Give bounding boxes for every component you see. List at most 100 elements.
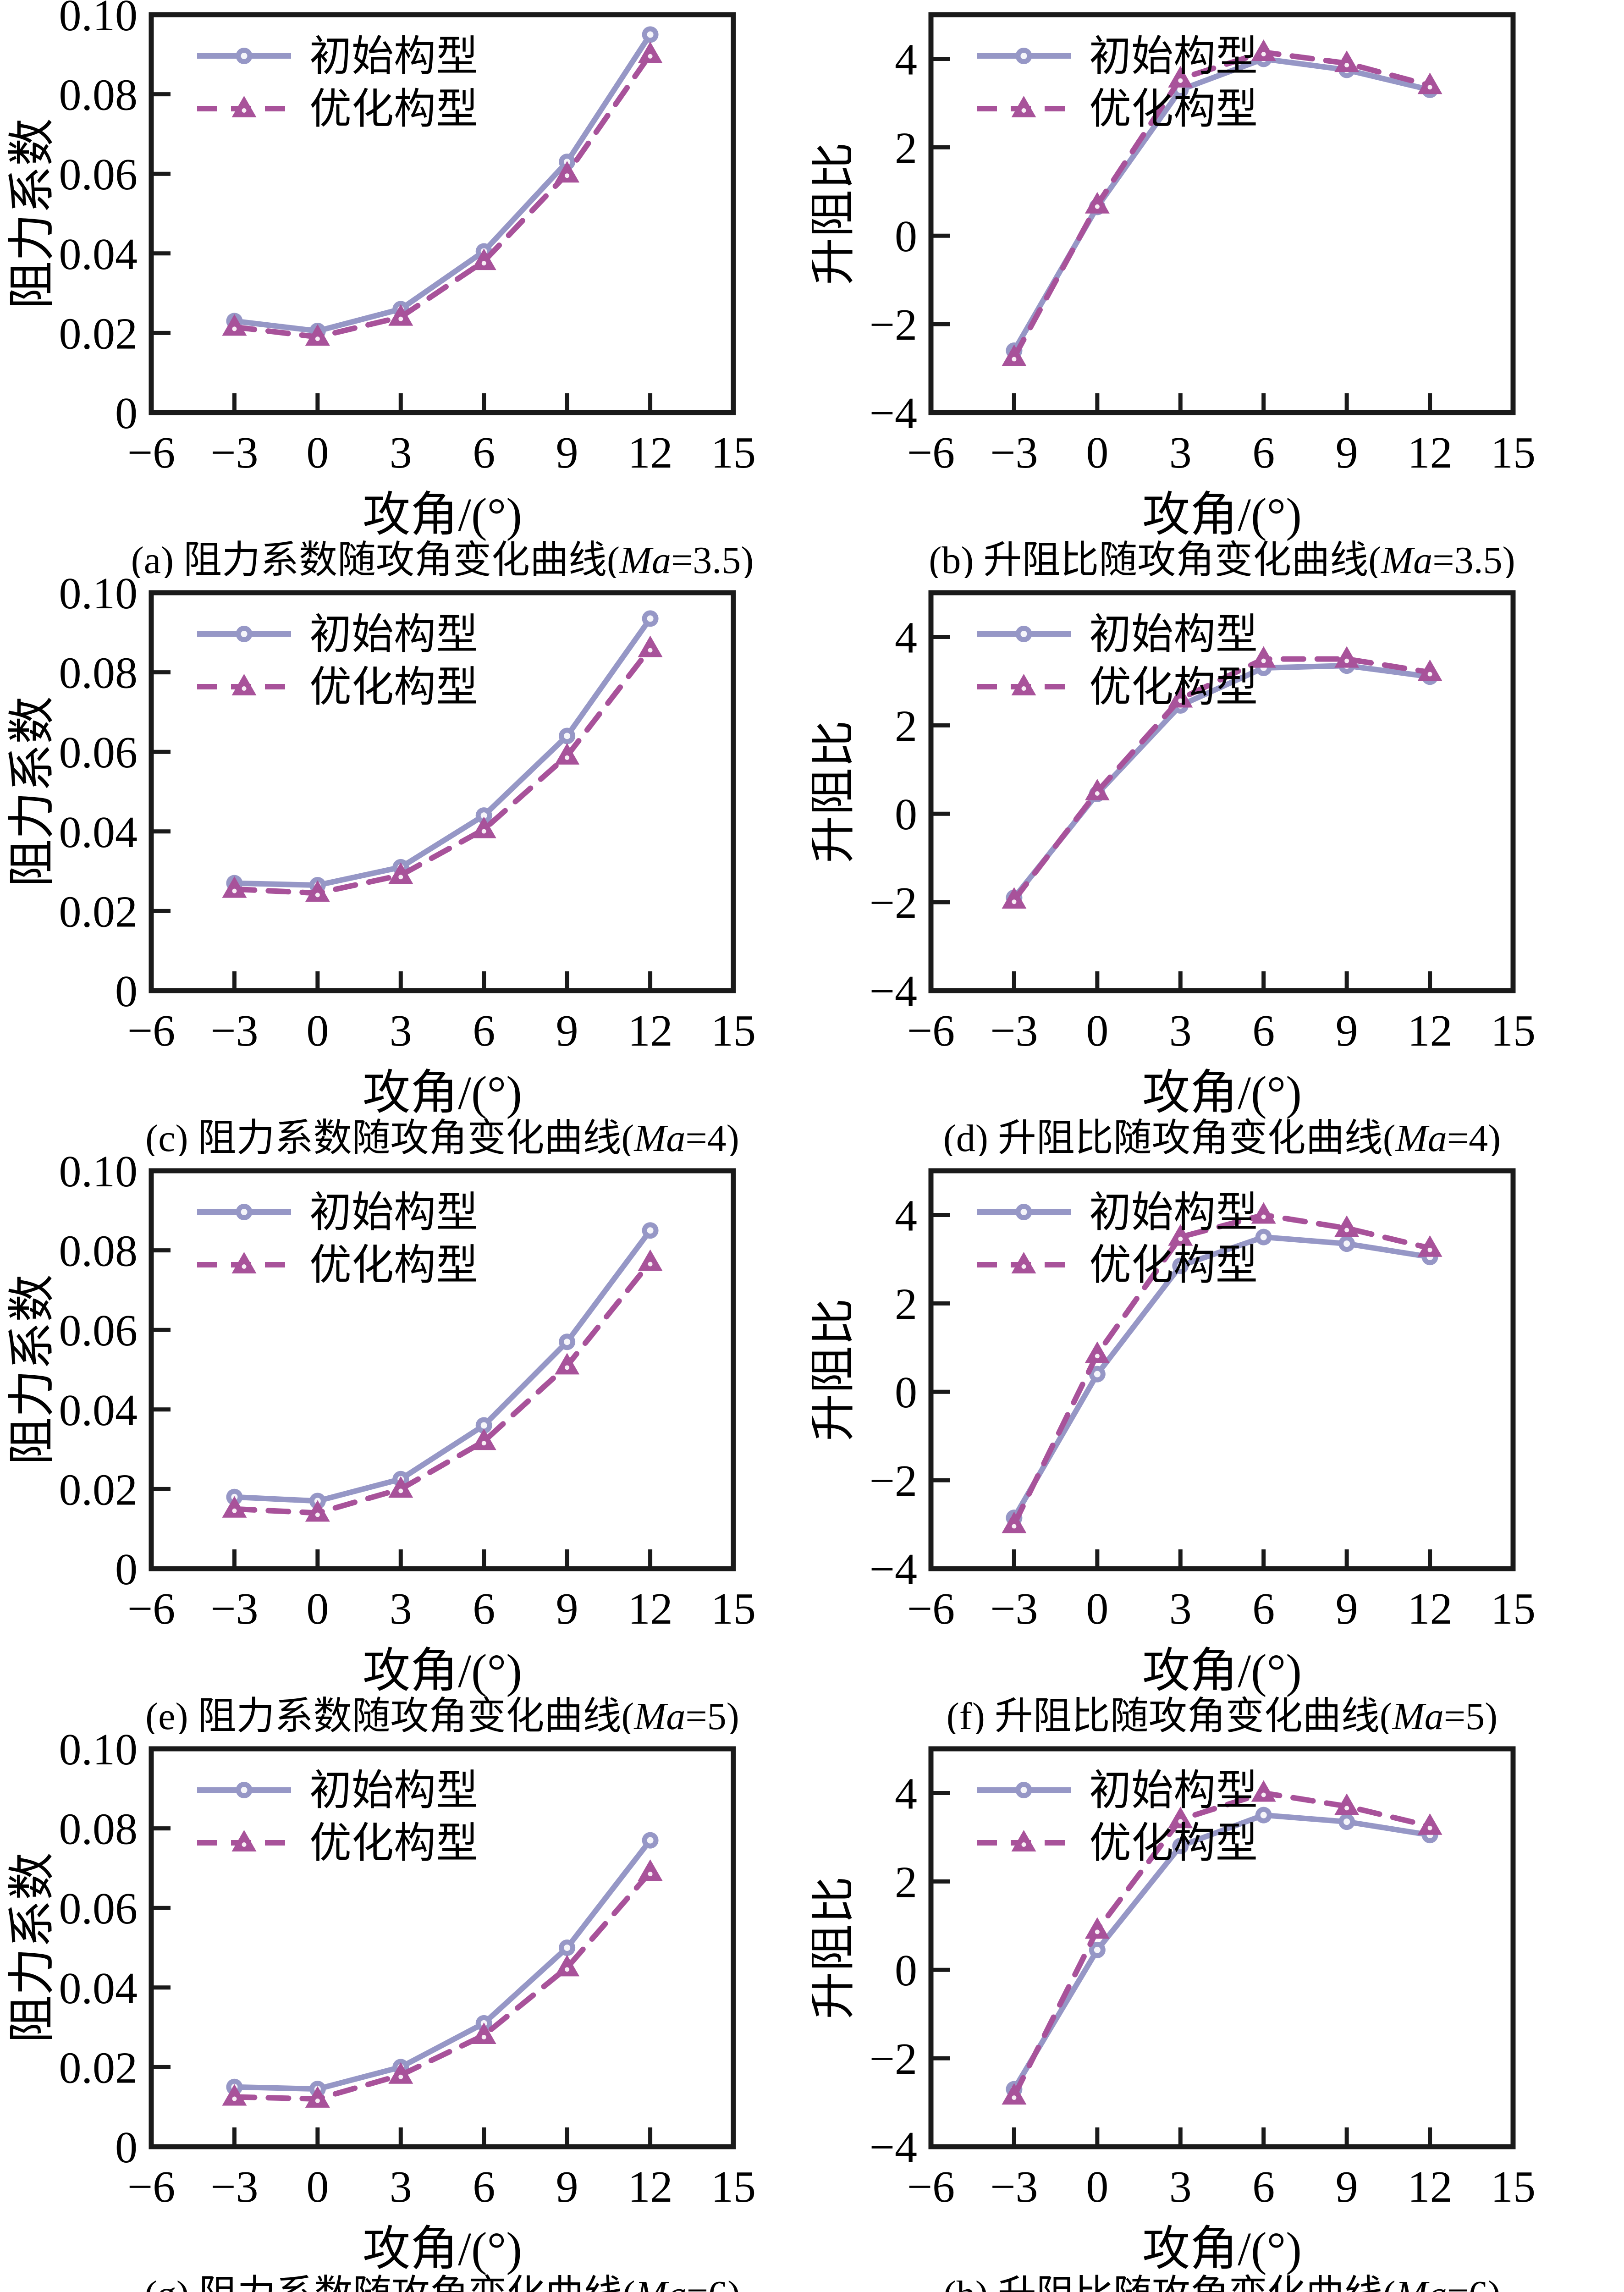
x-tick-label: 9 <box>556 1584 578 1634</box>
marker-circle-core <box>1094 1371 1101 1377</box>
x-tick-label: 12 <box>628 2162 673 2212</box>
x-tick-label: 6 <box>1252 1584 1275 1634</box>
y-tick-label: 0.04 <box>59 230 138 279</box>
y-tick-label: 2 <box>895 1279 917 1329</box>
y-tick-label: 0.04 <box>59 1964 138 2013</box>
marker-triangle-core <box>1012 357 1017 362</box>
x-tick-label: −3 <box>990 1006 1038 1056</box>
x-tick-label: −6 <box>907 1006 955 1056</box>
x-tick-label: 3 <box>1169 428 1192 478</box>
marker-triangle-core <box>315 336 320 342</box>
plot-box <box>928 1746 1516 2149</box>
y-tick-label: 0.10 <box>59 1734 138 1774</box>
x-tick-label: 12 <box>1408 2162 1453 2212</box>
y-tick-label: 2 <box>895 1857 917 1907</box>
marker-circle-core <box>1020 53 1027 59</box>
marker-triangle-core <box>1178 698 1183 703</box>
x-tick-label: 15 <box>1491 2162 1536 2212</box>
marker-triangle-core <box>232 1508 237 1513</box>
marker-triangle <box>1334 646 1360 668</box>
marker-triangle-core <box>242 686 247 691</box>
marker-triangle-core <box>1344 63 1349 68</box>
x-tick-label: 3 <box>1169 1006 1192 1056</box>
chart-caption: (b) 升阻比随攻角变化曲线(Ma=3.5) <box>929 539 1515 578</box>
y-tick-label: 2 <box>895 123 917 173</box>
marker-triangle <box>231 96 257 117</box>
marker-triangle <box>1417 1813 1442 1835</box>
x-tick-label: −3 <box>990 428 1038 478</box>
x-tick-label: 3 <box>390 2162 412 2212</box>
marker-triangle <box>305 880 330 902</box>
x-tick-label: −6 <box>127 1584 175 1634</box>
x-tick-label: 6 <box>1252 428 1275 478</box>
marker-triangle <box>471 2022 496 2044</box>
marker-triangle <box>231 674 257 695</box>
x-tick-label: −3 <box>210 2162 258 2212</box>
marker-triangle-core <box>232 2096 237 2101</box>
marker-triangle <box>1002 887 1027 909</box>
y-tick-label: 0 <box>115 389 138 438</box>
marker-triangle <box>1334 1793 1360 1815</box>
marker-triangle-core <box>232 888 237 893</box>
marker-circle-core <box>564 1339 571 1345</box>
series-initial-line <box>1011 1812 1433 2092</box>
y-tick-label: 4 <box>895 613 917 662</box>
chart-cell-f: −6 −3 0 3 6 9 12 15 −4 −2 0 2 4 攻角/(°) 升阻比 初始构型 优化构型 (f) … <box>812 1156 1624 1734</box>
marker-triangle-core <box>1095 1354 1100 1359</box>
plot-box <box>928 1168 1516 1571</box>
y-tick-label: 0.06 <box>59 1306 138 1355</box>
marker-triangle <box>471 1428 496 1450</box>
y-tick-label: −4 <box>870 389 917 438</box>
chart-cell-g: −6 −3 0 3 6 9 12 15 0 0.02 0.04 0.06 0.08 0.10 攻角/(°) 阻… <box>0 1734 812 2292</box>
legend-label-optimized: 优化构型 <box>1089 1820 1258 1867</box>
x-tick-label: −6 <box>127 428 175 478</box>
marker-triangle-core <box>648 1872 653 1877</box>
y-tick-label: 0.04 <box>59 1386 138 1435</box>
marker-triangle <box>388 304 413 326</box>
x-axis-label: 攻角/(°) <box>363 1067 522 1119</box>
marker-triangle-core <box>565 1967 570 1972</box>
legend-label-optimized: 优化构型 <box>309 1820 478 1867</box>
marker-triangle <box>231 1830 257 1851</box>
marker-triangle-core <box>1012 2095 1017 2100</box>
x-axis-label: 攻角/(°) <box>363 489 522 541</box>
marker-triangle-core <box>1344 1228 1349 1233</box>
marker-triangle-core <box>481 829 486 834</box>
marker-circle-core <box>241 1209 248 1215</box>
x-tick-label: 3 <box>390 1584 412 1634</box>
marker-circle-core <box>1177 86 1184 93</box>
chart-caption: (h) 升阻比随攻角变化曲线(Ma=6) <box>943 2273 1501 2292</box>
marker-circle-core <box>1260 1234 1267 1240</box>
marker-triangle-core <box>1021 108 1026 113</box>
y-tick-label: −4 <box>870 967 917 1016</box>
marker-triangle <box>555 743 580 765</box>
y-tick-label: 0.06 <box>59 728 138 777</box>
y-tick-label: 4 <box>895 35 917 84</box>
y-axis-label: 阻力系数 <box>6 1274 59 1465</box>
marker-triangle <box>1085 1341 1110 1363</box>
legend-label-optimized: 优化构型 <box>1089 664 1258 711</box>
marker-triangle <box>1168 1807 1193 1829</box>
marker-triangle-core <box>565 1365 570 1370</box>
marker-triangle-core <box>565 755 570 760</box>
chart-cell-c: −6 −3 0 3 6 9 12 15 0 0.02 0.04 0.06 0.08 0.10 攻角/(°) 阻… <box>0 578 812 1156</box>
marker-triangle <box>1002 344 1027 366</box>
x-tick-label: 6 <box>473 2162 495 2212</box>
x-tick-label: 3 <box>1169 2162 1192 2212</box>
marker-circle-core <box>564 733 571 739</box>
legend-label-initial: 初始构型 <box>1089 611 1258 658</box>
legend-label-optimized: 优化构型 <box>1089 1242 1258 1289</box>
plot-box <box>928 590 1516 993</box>
marker-triangle-core <box>1427 672 1432 677</box>
marker-triangle-core <box>481 261 486 266</box>
marker-circle-core <box>1177 1843 1184 1850</box>
y-tick-label: 0 <box>115 2123 138 2172</box>
x-tick-label: 9 <box>1336 1584 1358 1634</box>
x-tick-label: 15 <box>711 1006 756 1056</box>
x-tick-label: 9 <box>1336 428 1358 478</box>
marker-triangle-core <box>315 2098 320 2103</box>
x-tick-label: 15 <box>1491 1006 1536 1056</box>
